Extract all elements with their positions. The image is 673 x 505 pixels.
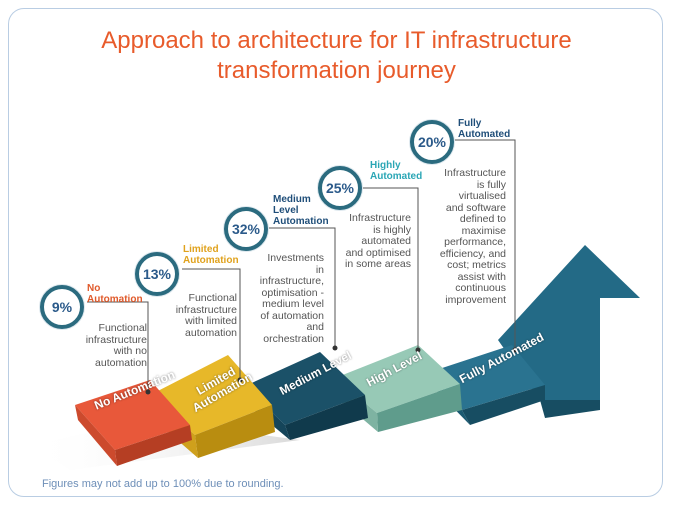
- desc-line: Functional: [188, 292, 237, 304]
- percent-badge-medium-level: 32%: [224, 207, 268, 251]
- title-line-1: Approach to architecture for IT infrastr…: [101, 27, 572, 54]
- level-label-high-level: Highly Automated: [370, 160, 422, 182]
- desc-line: with limited: [185, 315, 237, 327]
- desc-line: assist with: [457, 270, 506, 283]
- leader-lines: [87, 139, 516, 392]
- desc-line: and: [306, 321, 324, 333]
- desc-line: cost; metrics: [447, 259, 506, 271]
- footnote: Figures may not add up to 100% due to ro…: [42, 478, 284, 490]
- desc-line: Investments: [267, 252, 324, 264]
- percent-badge-no-automation: 9%: [40, 285, 84, 329]
- level-label-fully-automated: Fully Automated: [458, 118, 510, 140]
- desc-line: defined to: [459, 213, 506, 225]
- leader-dots: [145, 345, 518, 395]
- desc-line: in some areas: [345, 258, 411, 270]
- desc-line: and software: [445, 201, 506, 214]
- desc-line: virtualised: [458, 190, 506, 202]
- desc-line: Functional: [98, 322, 147, 334]
- desc-line: orchestration: [263, 332, 324, 345]
- level-label-line: Level: [273, 205, 299, 216]
- desc-line: and optimised: [345, 246, 411, 259]
- level-label-line: Automation: [183, 255, 239, 266]
- arrow-side: [540, 400, 600, 418]
- desc-limited-automation: Functional infrastructure with limited auto…: [175, 292, 237, 339]
- level-label-line: Automation: [87, 294, 143, 305]
- desc-line: infrastructure: [175, 303, 237, 316]
- level-label-line: Medium: [273, 194, 311, 205]
- desc-line: Infrastructure: [444, 167, 506, 179]
- desc-line: performance,: [444, 236, 506, 248]
- desc-line: of automation: [260, 309, 324, 322]
- desc-line: automation: [95, 356, 147, 369]
- desc-line: Infrastructure: [349, 212, 411, 224]
- desc-line: efficiency, and: [439, 247, 506, 260]
- level-label-line: Automated: [458, 129, 511, 140]
- desc-line: automated: [361, 235, 411, 247]
- desc-line: automation: [185, 326, 237, 339]
- desc-line: maximise: [461, 224, 506, 237]
- percent-badge-fully-automated: 20%: [410, 120, 454, 164]
- level-label-medium-level: Medium Level Automation: [273, 194, 329, 227]
- step-no-automation: [75, 380, 192, 466]
- desc-medium-level: Investments in infrastructure, optimisation…: [259, 252, 324, 345]
- level-label-line: Fully: [458, 118, 482, 129]
- level-label-line: Automated: [370, 171, 423, 182]
- desc-line: continuous: [455, 282, 506, 294]
- page-title: Approach to architecture for IT infrastr…: [0, 26, 673, 86]
- level-label-line: No: [87, 283, 101, 294]
- desc-line: infrastructure: [85, 333, 147, 346]
- desc-line: is fully: [476, 178, 506, 191]
- slide-frame: [8, 8, 663, 497]
- arrow-head: [498, 245, 640, 400]
- desc-fully-automated: Infrastructure is fully virtualised and sof…: [439, 167, 506, 306]
- desc-line: medium level: [262, 298, 324, 310]
- desc-line: improvement: [445, 293, 506, 306]
- percent-badge-limited-automation: 13%: [135, 252, 179, 296]
- desc-line: in: [315, 263, 324, 276]
- desc-no-automation: Functional infrastructure with no automatio…: [85, 322, 147, 369]
- level-label-no-automation: No Automation: [87, 283, 143, 305]
- desc-line: with no: [113, 345, 147, 357]
- level-label-limited-automation: Limited Automation: [183, 244, 239, 266]
- level-label-line: Highly: [370, 160, 401, 171]
- desc-line: optimisation -: [261, 286, 324, 299]
- desc-line: infrastructure,: [259, 275, 324, 287]
- desc-line: is highly: [373, 223, 411, 236]
- percent-badge-high-level: 25%: [318, 166, 362, 210]
- level-label-line: Automation: [273, 216, 329, 227]
- level-label-line: Limited: [183, 244, 219, 255]
- title-line-2: transformation journey: [217, 57, 456, 84]
- desc-high-level: Infrastructure is highly automated and opti…: [345, 212, 411, 271]
